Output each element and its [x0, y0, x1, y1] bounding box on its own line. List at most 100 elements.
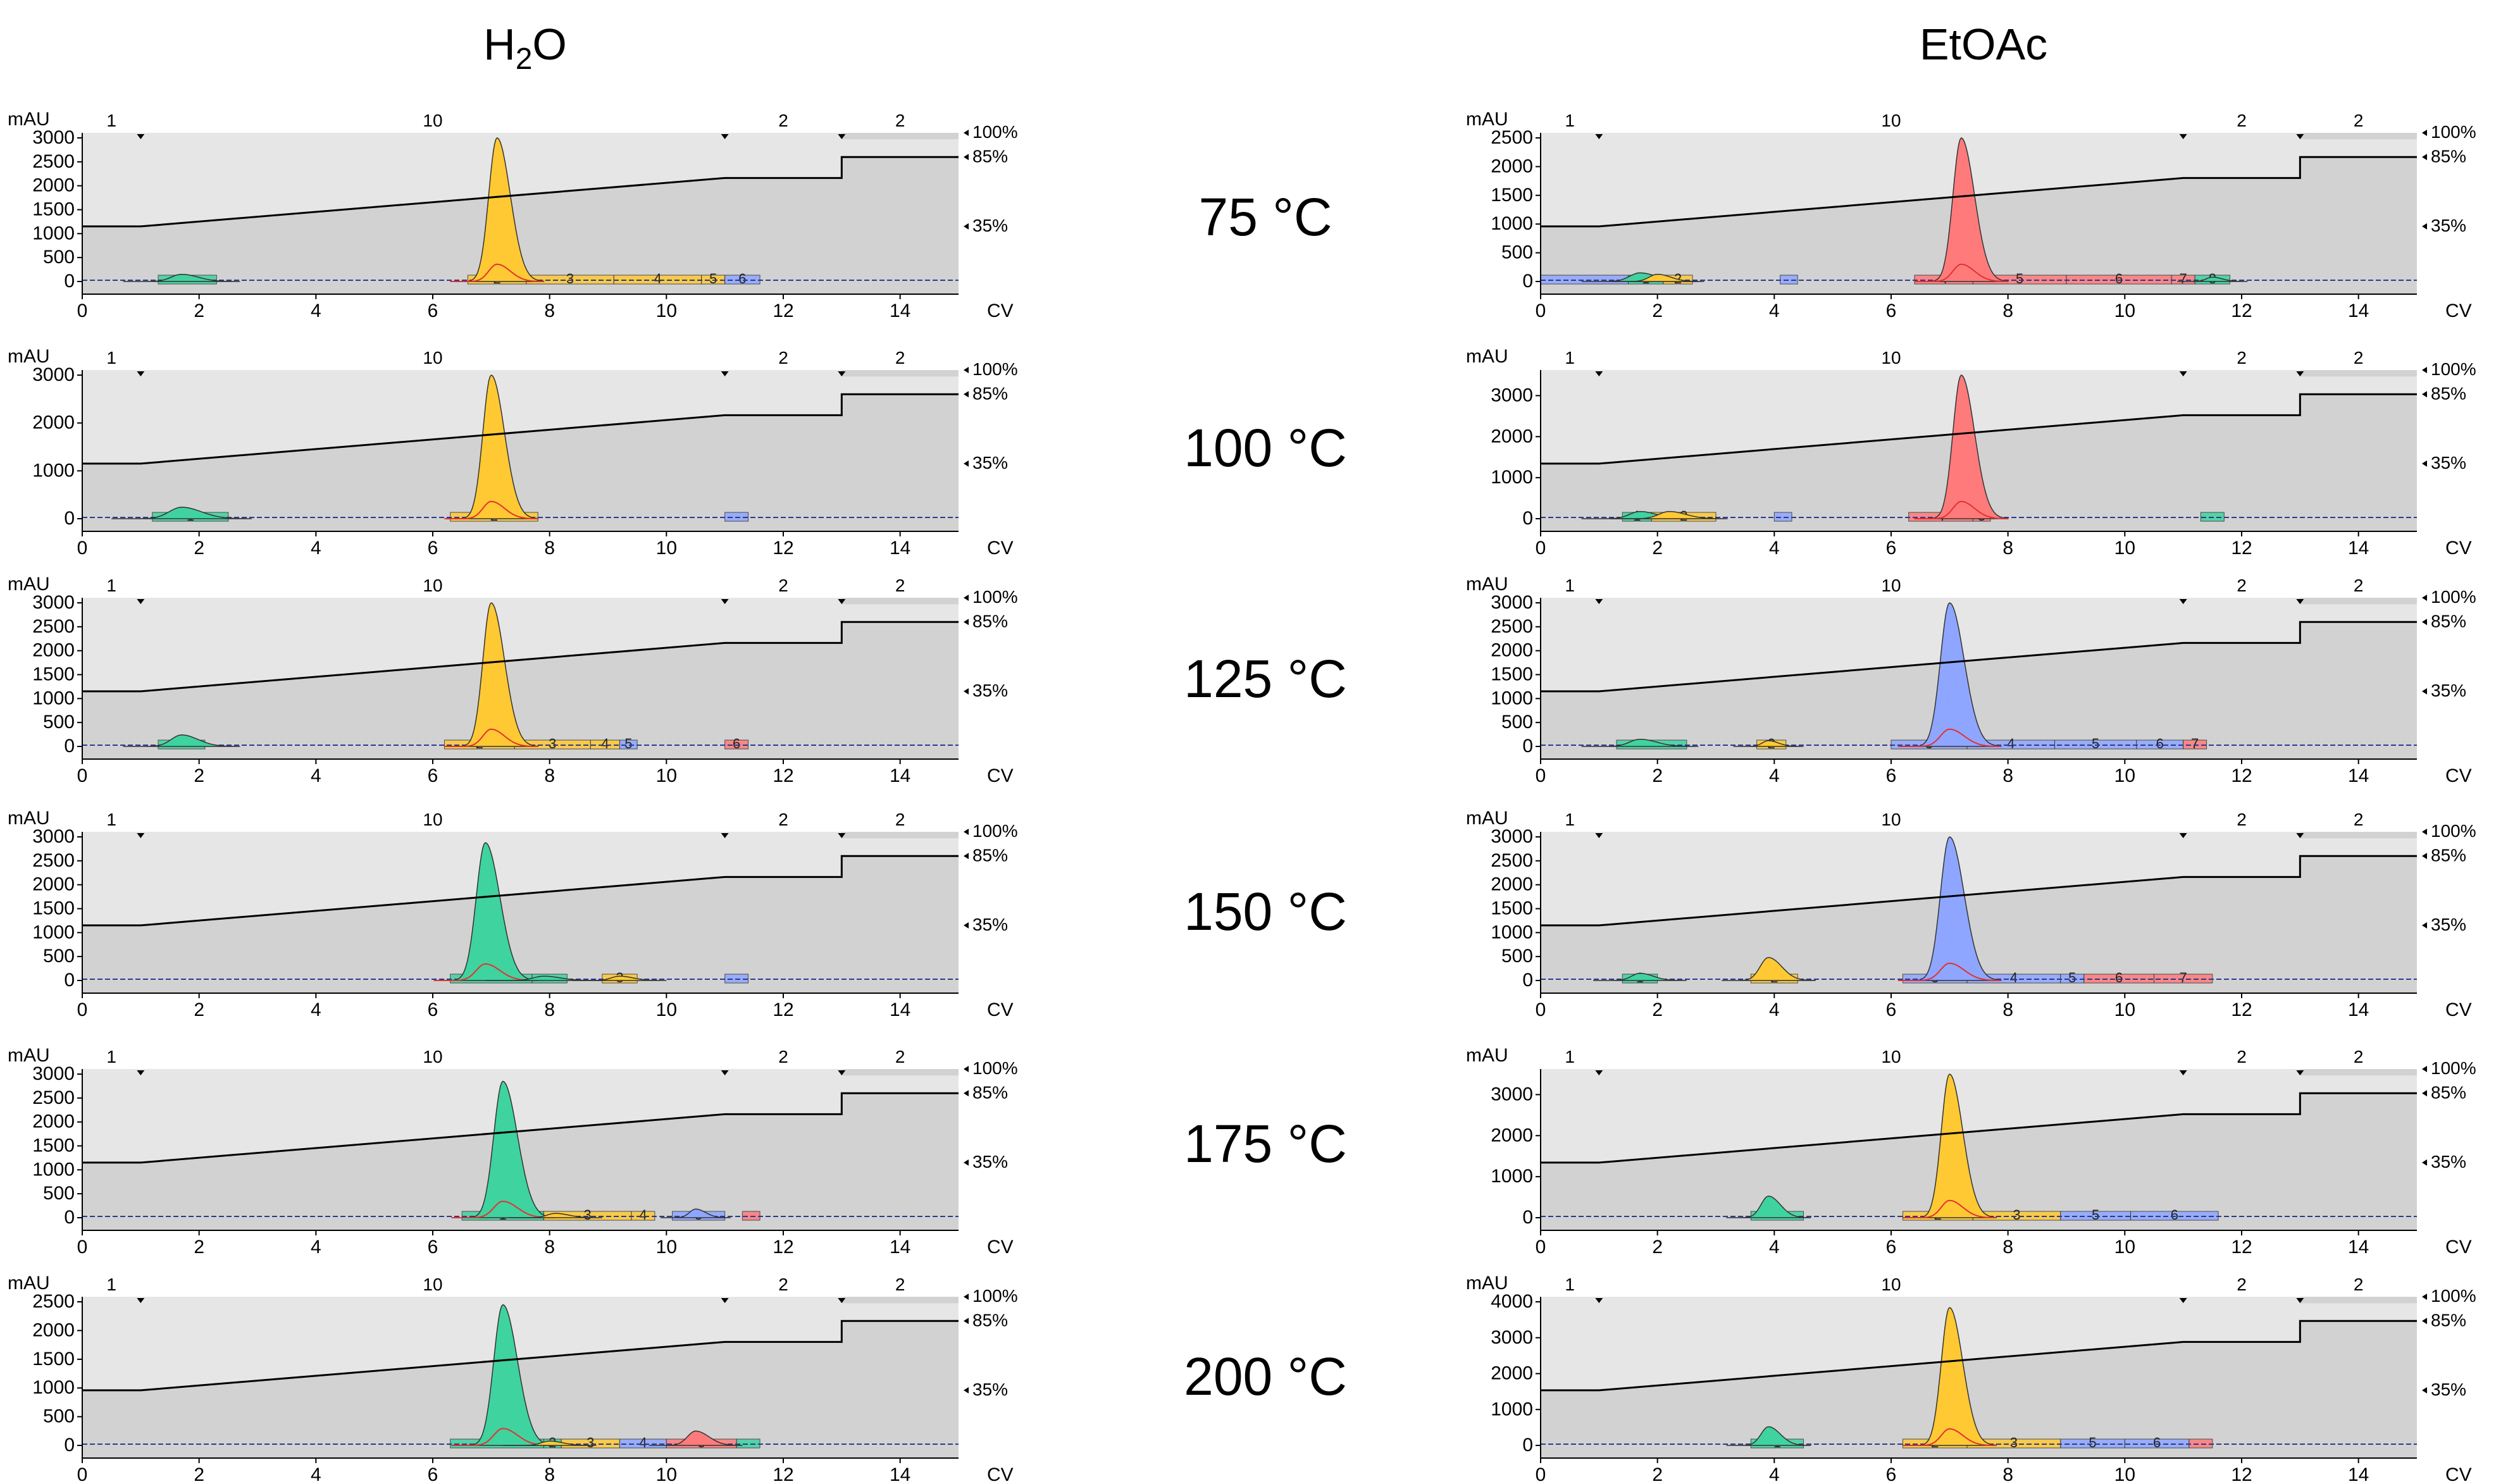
trace-red: [450, 263, 544, 282]
segment-label: 2: [2354, 810, 2364, 829]
segment-marker: [2179, 1070, 2187, 1075]
temp-label-75: 75 °C: [1198, 187, 1332, 247]
percent-label: 35%: [2431, 1380, 2466, 1399]
chart-panel-h2o-175: 1345050010001500200025003000mAU024681012…: [8, 1045, 1018, 1258]
percent-label: 35%: [2431, 216, 2466, 235]
x-tick-label: 2: [194, 999, 204, 1020]
percent-label: 100%: [2431, 587, 2476, 607]
fraction-label: 6: [738, 271, 746, 287]
x-axis-label: CV: [987, 765, 1014, 786]
y-tick-label: 500: [43, 946, 75, 967]
percent-marker: [2422, 1294, 2427, 1300]
segment-marker: [721, 1070, 729, 1075]
y-tick-label: 1000: [32, 688, 75, 708]
x-tick-label: 14: [890, 300, 910, 321]
percent-label: 35%: [972, 216, 1008, 235]
segment-label: 10: [1881, 111, 1901, 130]
peak-2: [502, 1440, 597, 1446]
x-tick-label: 4: [1769, 538, 1780, 559]
percent-marker: [964, 853, 969, 860]
percent-marker: [964, 391, 969, 398]
segment-label: 10: [423, 111, 442, 130]
y-tick-label: 0: [64, 508, 75, 529]
trace-red: [1903, 1199, 1997, 1218]
x-axis-label: CV: [987, 538, 1014, 559]
segment-label: 2: [778, 810, 788, 829]
fraction-label: 6: [2153, 1435, 2161, 1450]
y-tick-label: 0: [64, 1207, 75, 1228]
x-tick-label: 2: [194, 1464, 204, 1484]
y-tick-label: 3000: [1491, 1084, 1533, 1104]
segment-label: 1: [1565, 810, 1575, 829]
segment-label: 2: [778, 1047, 788, 1067]
gradient-line: [82, 1092, 959, 1164]
percent-marker: [2422, 1066, 2427, 1072]
segment-marker: [137, 833, 145, 838]
y-tick-label: 3000: [32, 364, 75, 385]
segment-marker: [1595, 1070, 1603, 1075]
fraction-label: 4: [639, 1207, 647, 1223]
trace-red: [451, 1201, 555, 1218]
x-tick-label: 8: [2002, 1237, 2013, 1258]
x-tick-label: 10: [656, 1237, 677, 1258]
segment-label: 2: [778, 348, 788, 368]
fraction-label: 3: [587, 1435, 594, 1450]
segment-label: 10: [423, 810, 442, 829]
x-tick-label: 0: [77, 1464, 88, 1484]
x-tick-label: 12: [773, 1237, 793, 1258]
temp-label-125: 125 °C: [1184, 649, 1347, 708]
gradient-line: [1541, 156, 2417, 228]
gradient-line: [82, 393, 959, 465]
x-tick-label: 0: [77, 538, 88, 559]
y-tick-label: 2500: [1491, 127, 1533, 148]
segment-marker: [2296, 599, 2304, 604]
percent-label: 85%: [972, 146, 1008, 166]
x-tick-label: 2: [194, 300, 204, 321]
fraction-label: 6: [2156, 736, 2164, 751]
x-tick-label: 12: [773, 1464, 793, 1484]
y-tick-label: 2000: [32, 874, 75, 895]
segment-label: 2: [2237, 1275, 2247, 1294]
x-axis-label: CV: [2445, 1237, 2472, 1258]
percent-label: 35%: [972, 1152, 1008, 1172]
percent-marker: [2422, 1090, 2427, 1097]
x-tick-label: 8: [2002, 300, 2013, 321]
segment-label: 2: [2354, 111, 2364, 130]
percent-label: 100%: [972, 587, 1018, 607]
segment-marker: [137, 371, 145, 376]
top-gradient-area: [841, 370, 959, 377]
x-tick-label: 6: [1886, 1237, 1897, 1258]
segment-label: 2: [895, 348, 905, 368]
chart-panel-etoac-75: 124567805001000150020002500mAU0246810121…: [1466, 109, 2476, 321]
x-tick-label: 12: [2231, 1237, 2252, 1258]
y-tick-label: 1500: [32, 1349, 75, 1370]
fraction-label: 4: [654, 271, 661, 287]
y-tick-label: 500: [43, 712, 75, 733]
x-tick-label: 8: [2002, 765, 2013, 786]
x-tick-label: 10: [2114, 538, 2135, 559]
gradient-line: [82, 621, 959, 693]
segment-marker: [137, 1070, 145, 1075]
percent-label: 35%: [2431, 1152, 2466, 1172]
percent-label: 100%: [972, 122, 1018, 142]
fraction-label: 5: [2068, 970, 2076, 986]
gradient-area: [1541, 622, 2417, 759]
y-tick-label: 2000: [1491, 1363, 1533, 1384]
segment-label: 10: [423, 1047, 442, 1067]
y-axis-label: mAU: [1466, 1273, 1508, 1294]
x-tick-label: 0: [1536, 1237, 1546, 1258]
gradient-area: [1541, 856, 2417, 993]
segment-label: 2: [778, 1275, 788, 1294]
fraction-label: 5: [2092, 736, 2099, 751]
percent-label: 85%: [2431, 1082, 2466, 1102]
y-tick-label: 2500: [32, 1291, 75, 1312]
segment-marker: [2296, 134, 2304, 139]
x-tick-label: 10: [2114, 300, 2135, 321]
segment-marker: [721, 134, 729, 139]
percent-label: 85%: [2431, 845, 2466, 865]
chart-panel-etoac-200: 1235601000200030004000mAU02468101214CV11…: [1466, 1273, 2476, 1484]
y-tick-label: 1000: [1491, 467, 1533, 488]
top-gradient-area: [841, 133, 959, 140]
segment-label: 1: [1565, 1275, 1575, 1294]
x-tick-label: 4: [1769, 1237, 1780, 1258]
